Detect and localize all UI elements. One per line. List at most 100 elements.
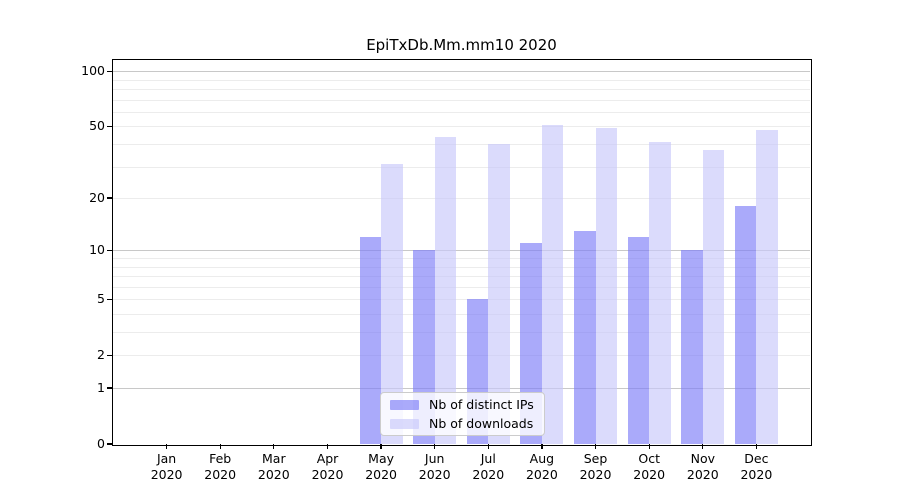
x-tick-label: Jul 2020 (460, 451, 516, 482)
minor-gridline (113, 198, 810, 200)
chart-title: EpiTxDb.Mm.mm10 2020 (366, 36, 557, 54)
x-tick-mark (326, 444, 329, 449)
x-tick-mark (487, 444, 489, 449)
x-tick-year: 2020 (150, 466, 183, 482)
x-tick-label: Feb 2020 (192, 451, 248, 482)
x-tick-label: Apr 2020 (300, 451, 356, 482)
x-tick-year: 2020 (311, 466, 344, 482)
bar-downloads-dec (756, 129, 778, 444)
x-tick-mark (648, 444, 650, 449)
minor-gridline (113, 286, 810, 288)
x-tick-year: 2020 (633, 466, 666, 482)
y-tick-mark (106, 125, 112, 127)
minor-gridline (113, 144, 810, 145)
y-tick-mark (106, 249, 112, 251)
y-tick-mark (106, 354, 112, 356)
bar-distinct-ips-may (359, 236, 382, 444)
y-tick-label: 5 (97, 291, 105, 307)
x-tick-year: 2020 (686, 466, 719, 482)
y-tick-label: 50 (89, 118, 105, 134)
minor-gridline (113, 99, 810, 101)
minor-gridline (113, 258, 810, 259)
x-tick-label: Mar 2020 (246, 451, 302, 482)
bar-downloads-aug (541, 124, 564, 444)
y-tick-label: 0 (97, 436, 105, 451)
x-tick-month: Mar (262, 451, 286, 466)
x-tick-month: Jun (424, 451, 445, 466)
minor-gridline (113, 266, 810, 268)
legend: Nb of distinct IPs Nb of downloads (380, 392, 545, 436)
minor-gridline (113, 79, 810, 81)
x-tick-label: Aug 2020 (514, 451, 570, 482)
minor-gridline (113, 314, 810, 315)
bar-distinct-ips-nov (681, 250, 703, 444)
y-tick-label: 20 (89, 190, 105, 206)
x-tick-year: 2020 (525, 466, 558, 482)
x-tick-mark (755, 444, 757, 449)
x-tick-year: 2020 (740, 466, 773, 482)
y-tick-mark (106, 197, 112, 199)
y-tick-mark (106, 298, 112, 300)
x-tick-mark (594, 444, 597, 449)
x-tick-mark (273, 444, 275, 449)
x-tick-label: Oct 2020 (621, 451, 677, 482)
legend-swatch-downloads (390, 418, 419, 429)
minor-gridline (113, 111, 810, 113)
x-tick-label: Jan 2020 (139, 451, 195, 482)
x-tick-month: Sep (583, 451, 608, 466)
x-tick-label: Dec 2020 (728, 451, 784, 482)
x-tick-mark (434, 444, 436, 449)
major-gridline (113, 388, 810, 389)
bar-distinct-ips-sep (574, 230, 596, 444)
y-tick-mark (106, 443, 112, 445)
minor-gridline (113, 276, 810, 277)
x-tick-label: Sep 2020 (568, 451, 624, 482)
x-tick-mark (380, 444, 382, 449)
minor-gridline (113, 299, 810, 301)
minor-gridline (113, 332, 810, 333)
y-tick-mark (106, 387, 112, 389)
plot-area: 100 50 20 10 5 2 1 0 Jan 2020 Feb 2020 Mar 2020 Apr 20… (81, 58, 812, 482)
legend-item-distinct-ips: Nb of distinct IPs (390, 397, 535, 412)
legend-label-distinct-ips: Nb of distinct IPs (429, 397, 534, 412)
x-tick-month: Jul (480, 451, 496, 466)
x-tick-mark (702, 444, 704, 449)
bar-distinct-ips-oct (627, 236, 650, 444)
y-tick-label: 10 (89, 242, 105, 258)
x-tick-mark (541, 444, 543, 449)
x-tick-month: Aug (529, 451, 555, 466)
x-tick-label: Jun 2020 (407, 451, 463, 482)
minor-gridline (113, 355, 810, 357)
x-tick-mark (166, 444, 168, 449)
x-tick-year: 2020 (204, 466, 237, 482)
x-tick-month: Dec (744, 451, 769, 466)
minor-gridline (113, 166, 810, 168)
y-tick-mark (106, 70, 112, 72)
bar-downloads-jul (488, 144, 510, 444)
x-tick-year: 2020 (365, 466, 397, 482)
x-tick-year: 2020 (257, 466, 290, 482)
minor-gridline (113, 126, 810, 128)
x-tick-month: Nov (690, 451, 715, 466)
legend-label-downloads: Nb of downloads (429, 416, 534, 431)
y-tick-label: 2 (97, 347, 105, 363)
x-tick-month: Jan (156, 451, 177, 466)
x-tick-month: May (368, 451, 395, 466)
x-tick-mark (219, 444, 221, 449)
x-tick-year: 2020 (472, 466, 505, 482)
x-tick-month: Apr (316, 451, 339, 466)
x-tick-label: May 2020 (353, 451, 409, 482)
legend-item-downloads: Nb of downloads (390, 416, 535, 431)
bar-distinct-ips-dec (734, 206, 757, 444)
bar-downloads-jun (434, 136, 457, 444)
y-tick-label: 1 (97, 380, 105, 395)
x-tick-year: 2020 (579, 466, 612, 482)
bar-downloads-oct (649, 142, 671, 444)
bar-downloads-sep (595, 128, 617, 444)
bar-downloads-nov (702, 150, 725, 444)
bar-downloads-may (381, 164, 403, 444)
y-tick-label: 100 (81, 63, 105, 79)
x-tick-month: Feb (209, 451, 232, 466)
minor-gridline (113, 89, 810, 90)
